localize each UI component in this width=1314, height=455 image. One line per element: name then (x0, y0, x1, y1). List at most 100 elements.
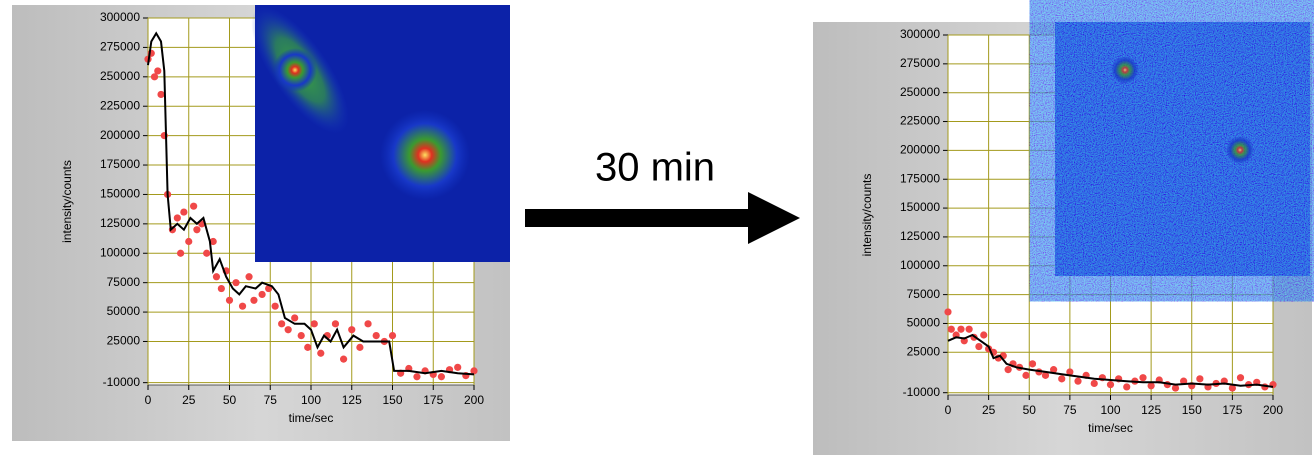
arrow: 30 min (525, 146, 800, 244)
data-point (388, 331, 397, 340)
data-point (217, 284, 225, 293)
y-tick-label: 200000 (900, 143, 940, 157)
data-point (1074, 377, 1082, 385)
data-point (1058, 375, 1066, 383)
data-point (304, 343, 312, 351)
data-point (947, 325, 955, 333)
y-tick-label: 75000 (107, 275, 141, 289)
data-point (245, 273, 253, 281)
y-tick-label: 125000 (100, 216, 140, 230)
inset-images (251, 5, 1310, 276)
x-tick-label: 75 (264, 393, 278, 407)
data-point (1228, 384, 1236, 392)
data-point (177, 249, 185, 257)
data-point (1004, 366, 1012, 374)
data-point (209, 237, 217, 246)
data-point (454, 363, 462, 371)
data-point (975, 342, 983, 351)
x-tick-label: 100 (301, 393, 321, 407)
data-point (225, 296, 234, 304)
data-line (947, 333, 1274, 388)
x-tick-label: 175 (423, 393, 443, 407)
y-tick-label: 50000 (907, 316, 941, 330)
data-point (372, 331, 380, 340)
inset-image (1055, 22, 1310, 276)
data-point (271, 302, 279, 310)
data-point (265, 284, 273, 293)
data-point (1171, 384, 1180, 392)
y-tick-label: 175000 (900, 171, 940, 185)
data-point (1147, 382, 1155, 390)
data-point (944, 308, 952, 316)
y-tick-label: 275000 (900, 56, 940, 70)
data-point (348, 326, 356, 334)
x-axis-label: time/sec (289, 411, 334, 425)
y-tick-label: 225000 (900, 114, 940, 128)
y-tick-label: -10000 (903, 385, 941, 399)
x-tick-label: 200 (464, 393, 484, 407)
y-tick-label: -10000 (103, 375, 141, 389)
data-point (278, 320, 286, 328)
data-point (965, 325, 973, 333)
data-point (1196, 375, 1204, 383)
x-tick-label: 200 (1263, 403, 1283, 417)
y-tick-label: 300000 (100, 10, 140, 24)
data-point (1028, 360, 1037, 368)
y-tick-label: 200000 (100, 128, 140, 142)
data-point (413, 373, 421, 381)
data-point (1022, 371, 1030, 379)
y-tick-label: 25000 (107, 334, 141, 348)
data-point (232, 279, 240, 287)
x-tick-label: 0 (945, 403, 952, 417)
data-point (238, 302, 247, 310)
data-point (258, 290, 266, 299)
data-point (212, 273, 221, 281)
data-point (193, 226, 201, 234)
data-point (1139, 374, 1147, 382)
data-point (154, 67, 162, 75)
x-tick-label: 175 (1222, 403, 1242, 417)
x-axis-label: time/sec (1088, 421, 1133, 435)
x-tick-label: 50 (1023, 403, 1037, 417)
data-point (291, 314, 299, 322)
data-line (147, 31, 475, 376)
x-tick-label: 25 (982, 403, 996, 417)
y-tick-label: 150000 (100, 187, 140, 201)
data-point (317, 349, 325, 357)
data-point (180, 208, 188, 216)
data-point (157, 90, 165, 99)
y-axis-label: intensity/counts (860, 174, 874, 257)
data-point (356, 343, 364, 351)
data-point (185, 237, 193, 246)
y-tick-label: 300000 (900, 27, 940, 41)
y-tick-label: 100000 (100, 245, 140, 259)
y-axis-label: intensity/counts (60, 160, 74, 243)
data-point (297, 331, 305, 340)
y-tick-label: 250000 (900, 85, 940, 99)
x-tick-label: 125 (342, 393, 362, 407)
y-tick-label: 125000 (900, 229, 940, 243)
data-point (1106, 381, 1115, 389)
data-point (284, 326, 292, 334)
data-point (190, 202, 198, 210)
y-tick-label: 225000 (100, 98, 140, 112)
data-point (1050, 366, 1058, 374)
data-point (173, 214, 181, 222)
y-tick-label: 50000 (107, 304, 141, 318)
data-point (310, 320, 318, 328)
data-point (331, 320, 340, 328)
data-point (957, 325, 965, 333)
y-tick-label: 100000 (900, 258, 940, 272)
y-tick-label: 75000 (907, 287, 941, 301)
data-point (437, 373, 445, 381)
x-tick-label: 150 (1182, 403, 1202, 417)
data-point (364, 320, 372, 328)
y-tick-label: 150000 (900, 200, 940, 214)
x-tick-label: 125 (1141, 403, 1161, 417)
data-point (1066, 368, 1074, 376)
y-tick-label: 175000 (100, 157, 140, 171)
data-point (980, 331, 988, 339)
x-tick-label: 150 (382, 393, 402, 407)
data-point (340, 355, 348, 363)
arrow-label: 30 min (595, 146, 715, 190)
